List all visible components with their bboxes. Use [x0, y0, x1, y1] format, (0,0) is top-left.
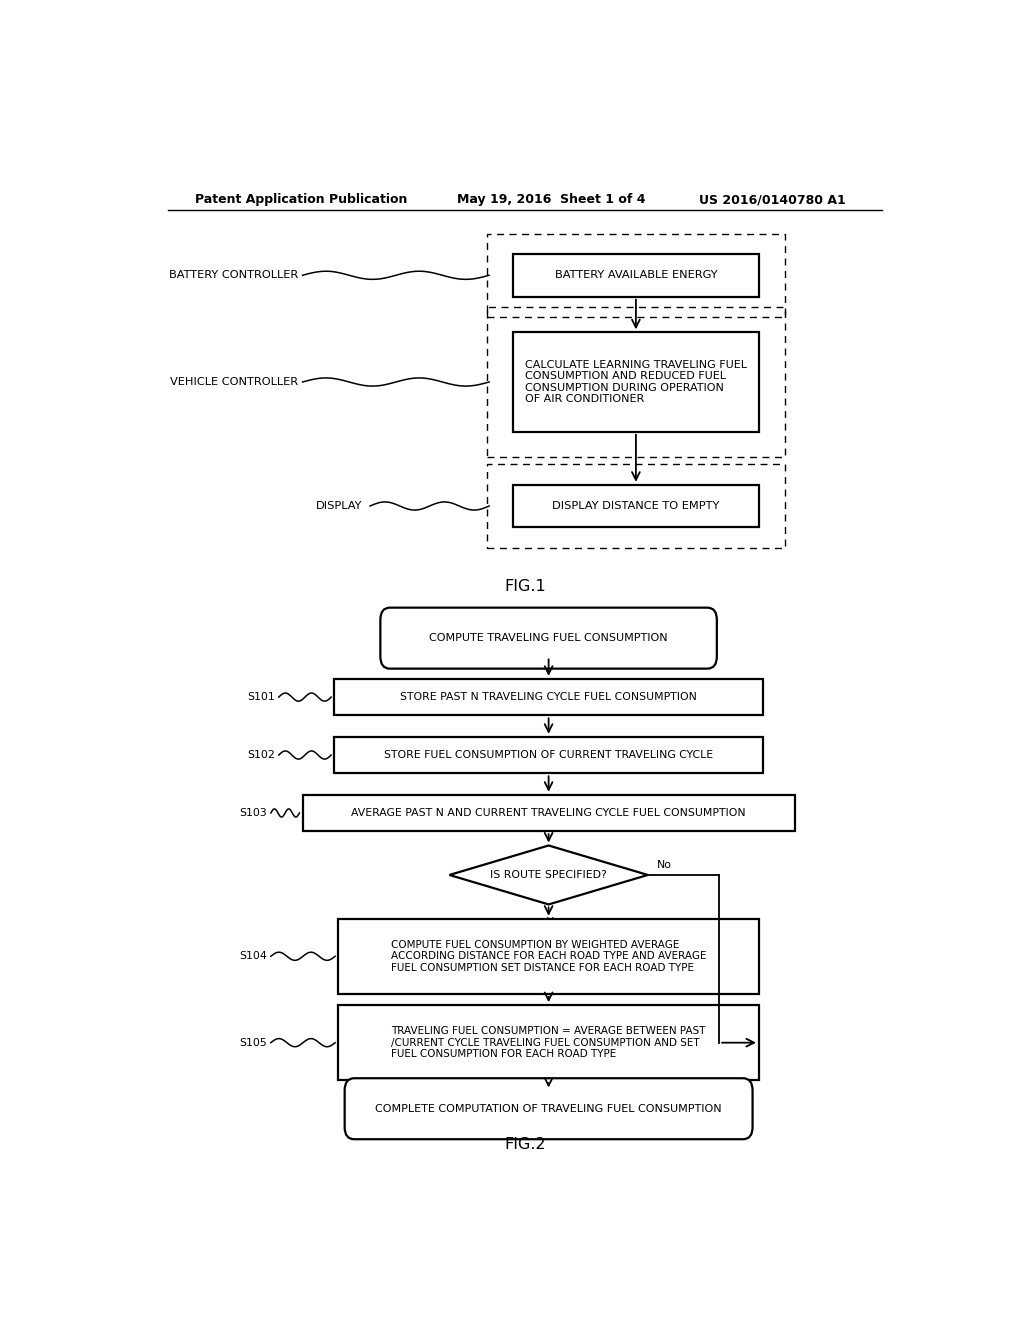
- Text: DISPLAY DISTANCE TO EMPTY: DISPLAY DISTANCE TO EMPTY: [552, 502, 720, 511]
- Bar: [303, 795, 795, 832]
- Text: COMPLETE COMPUTATION OF TRAVELING FUEL CONSUMPTION: COMPLETE COMPUTATION OF TRAVELING FUEL C…: [375, 1104, 722, 1114]
- Text: May 19, 2016  Sheet 1 of 4: May 19, 2016 Sheet 1 of 4: [458, 193, 646, 206]
- Bar: [338, 919, 759, 994]
- Text: FIG.2: FIG.2: [504, 1138, 546, 1152]
- Text: AVERAGE PAST N AND CURRENT TRAVELING CYCLE FUEL CONSUMPTION: AVERAGE PAST N AND CURRENT TRAVELING CYC…: [351, 808, 745, 818]
- Text: S103: S103: [240, 808, 267, 818]
- Text: Yes: Yes: [546, 916, 563, 927]
- Text: BATTERY AVAILABLE ENERGY: BATTERY AVAILABLE ENERGY: [555, 271, 717, 280]
- Text: COMPUTE FUEL CONSUMPTION BY WEIGHTED AVERAGE
ACCORDING DISTANCE FOR EACH ROAD TY: COMPUTE FUEL CONSUMPTION BY WEIGHTED AVE…: [391, 940, 707, 973]
- Bar: [513, 253, 759, 297]
- Bar: [487, 234, 784, 317]
- Text: BATTERY CONTROLLER: BATTERY CONTROLLER: [169, 271, 299, 280]
- Text: FIG.1: FIG.1: [504, 579, 546, 594]
- Text: S104: S104: [240, 952, 267, 961]
- Text: COMPUTE TRAVELING FUEL CONSUMPTION: COMPUTE TRAVELING FUEL CONSUMPTION: [429, 634, 668, 643]
- Bar: [513, 333, 759, 432]
- Text: TRAVELING FUEL CONSUMPTION = AVERAGE BETWEEN PAST
/CURRENT CYCLE TRAVELING FUEL : TRAVELING FUEL CONSUMPTION = AVERAGE BET…: [391, 1026, 706, 1059]
- Text: US 2016/0140780 A1: US 2016/0140780 A1: [699, 193, 846, 206]
- Text: S101: S101: [247, 692, 274, 702]
- Bar: [334, 737, 763, 774]
- Polygon shape: [450, 846, 648, 904]
- Text: S105: S105: [240, 1038, 267, 1048]
- Bar: [487, 306, 784, 457]
- Text: VEHICLE CONTROLLER: VEHICLE CONTROLLER: [171, 378, 299, 387]
- Text: CALCULATE LEARNING TRAVELING FUEL
CONSUMPTION AND REDUCED FUEL
CONSUMPTION DURIN: CALCULATE LEARNING TRAVELING FUEL CONSUM…: [525, 359, 746, 404]
- Text: S102: S102: [247, 750, 274, 760]
- Text: DISPLAY: DISPLAY: [315, 502, 362, 511]
- Text: STORE PAST N TRAVELING CYCLE FUEL CONSUMPTION: STORE PAST N TRAVELING CYCLE FUEL CONSUM…: [400, 692, 697, 702]
- FancyBboxPatch shape: [380, 607, 717, 669]
- Text: IS ROUTE SPECIFIED?: IS ROUTE SPECIFIED?: [490, 870, 607, 880]
- Bar: [338, 1005, 759, 1080]
- FancyBboxPatch shape: [345, 1078, 753, 1139]
- Bar: [513, 484, 759, 528]
- Text: No: No: [657, 859, 673, 870]
- Bar: [487, 465, 784, 548]
- Bar: [334, 678, 763, 715]
- Text: Patent Application Publication: Patent Application Publication: [196, 193, 408, 206]
- Text: STORE FUEL CONSUMPTION OF CURRENT TRAVELING CYCLE: STORE FUEL CONSUMPTION OF CURRENT TRAVEL…: [384, 750, 713, 760]
